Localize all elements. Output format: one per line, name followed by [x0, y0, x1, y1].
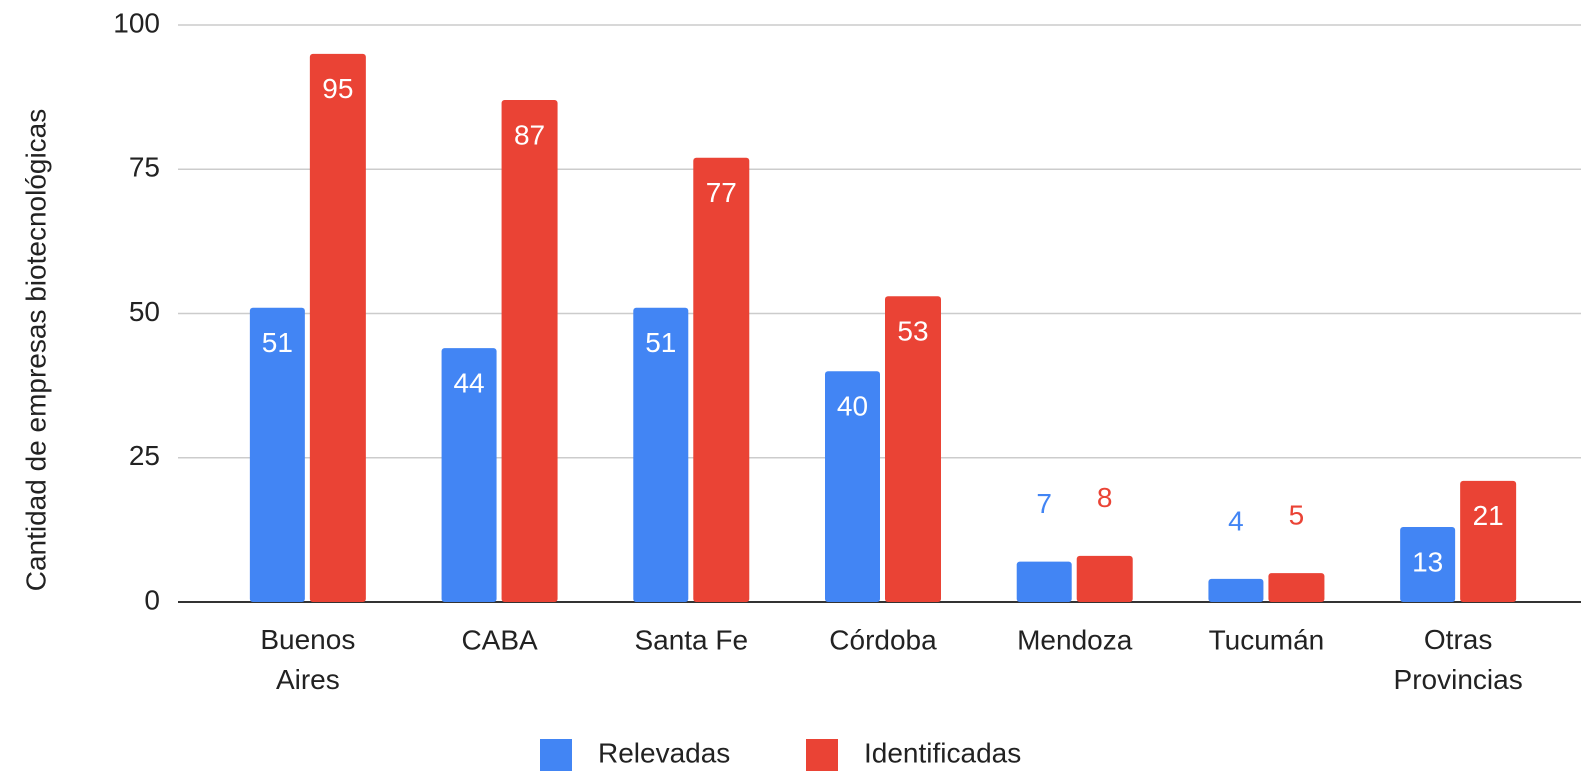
x-tick-label: Mendoza — [1017, 624, 1133, 655]
bar — [1208, 578, 1264, 602]
y-tick-label: 25 — [129, 440, 160, 471]
legend-label: Identificadas — [864, 737, 1021, 768]
bar — [249, 307, 305, 602]
bar — [1016, 561, 1072, 602]
bar — [309, 53, 366, 603]
y-tick-label: 100 — [113, 7, 160, 38]
bar — [825, 371, 880, 602]
legend-label: Relevadas — [598, 737, 730, 768]
data-label: 21 — [1473, 500, 1504, 531]
legend-swatch — [540, 739, 572, 771]
data-label: 13 — [1412, 546, 1443, 577]
data-label: 5 — [1289, 500, 1305, 531]
data-label: 51 — [645, 327, 676, 358]
x-tick-label: Córdoba — [829, 624, 937, 655]
bar — [1076, 555, 1133, 602]
bar — [1268, 573, 1325, 602]
data-label: 44 — [453, 368, 484, 399]
bar — [501, 100, 558, 602]
bar — [1400, 526, 1456, 602]
y-axis-title: Cantidad de empresas biotecnológicas — [20, 109, 51, 592]
data-label: 40 — [837, 391, 868, 422]
bar — [885, 296, 941, 602]
x-tick-label: Buenos Aires — [260, 624, 355, 695]
legend-swatch — [806, 739, 838, 771]
x-tick-label: Otras Provincias — [1394, 624, 1523, 695]
y-tick-label: 50 — [129, 296, 160, 327]
bar — [693, 157, 750, 602]
x-tick-label: Tucumán — [1209, 624, 1325, 655]
data-label: 51 — [262, 327, 293, 358]
data-label: 4 — [1228, 505, 1244, 536]
data-label: 8 — [1097, 482, 1113, 513]
y-tick-label: 75 — [129, 152, 160, 183]
data-label: 7 — [1036, 488, 1052, 519]
x-tick-label: Santa Fe — [634, 624, 748, 655]
data-label: 95 — [322, 73, 353, 104]
data-label: 53 — [897, 316, 928, 347]
y-tick-label: 0 — [144, 584, 160, 615]
x-tick-label: CABA — [461, 624, 538, 655]
data-label: 77 — [706, 177, 737, 208]
data-label: 87 — [514, 119, 545, 150]
bar — [633, 307, 689, 602]
bar — [1460, 480, 1517, 602]
bar — [441, 348, 497, 602]
